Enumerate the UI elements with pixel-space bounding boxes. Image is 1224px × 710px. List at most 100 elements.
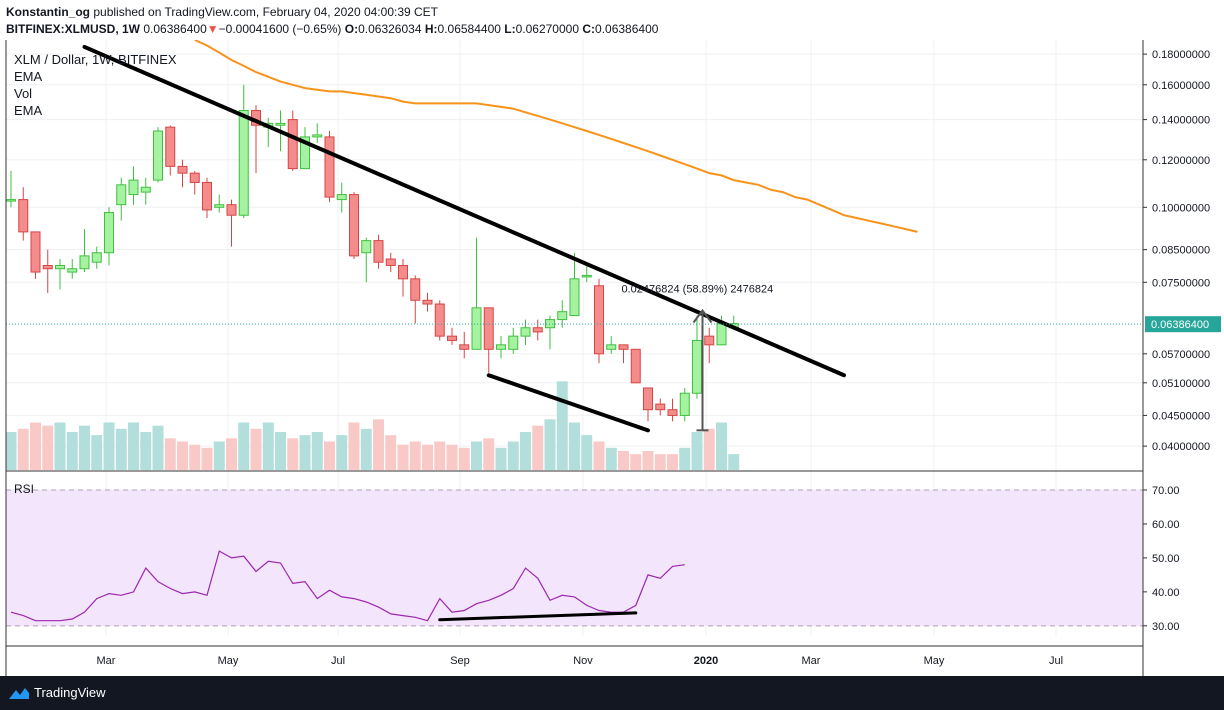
volume-bar — [324, 441, 335, 470]
price-tick-label: 0.04500000 — [1152, 410, 1210, 422]
volume-bar — [495, 447, 507, 470]
high-value: 0.06584400 — [437, 22, 501, 36]
candle-body — [324, 136, 335, 198]
last-price-tag-label: 0.06386400 — [1151, 319, 1209, 331]
price-tick-label: 0.16000000 — [1152, 80, 1210, 92]
candle-body — [410, 278, 421, 301]
volume-bar — [593, 441, 605, 470]
candle-body — [226, 204, 237, 216]
candle-body — [581, 274, 592, 278]
volume-bar — [630, 454, 642, 470]
candle-body — [373, 240, 384, 263]
rsi-support-line — [438, 611, 638, 622]
price-range-measure[interactable]: 0.02476824 (58.89%) 2476824 — [622, 284, 774, 432]
time-tick-label: Mar — [802, 655, 821, 667]
time-tick-label: Mar — [97, 655, 116, 667]
measure-label: 0.02476824 (58.89%) 2476824 — [622, 284, 774, 296]
candle-body — [459, 344, 470, 350]
volume-bar — [581, 435, 593, 470]
volume-bar — [728, 454, 740, 470]
volume-bar — [654, 454, 666, 470]
candle-body — [398, 264, 408, 280]
rsi-trendline[interactable] — [438, 611, 638, 622]
candle-body — [349, 194, 359, 257]
volume-bar — [544, 419, 556, 470]
candle-body — [692, 339, 702, 394]
volume-bar — [336, 435, 348, 470]
candle-body — [91, 252, 102, 263]
candle-body — [287, 119, 298, 170]
chart-area[interactable]: 0.02476824 (58.89%) 2476824 0.18000000 0.… — [0, 39, 1224, 676]
price-axis[interactable]: 0.18000000 0.16000000 0.14000000 0.12000000… — [1143, 49, 1210, 453]
price-change: −0.00041600 (−0.65%) — [218, 22, 342, 36]
volume-bar — [520, 432, 531, 470]
volume-bar — [103, 422, 115, 470]
pane-frame — [5, 40, 1144, 676]
candle-body — [520, 327, 531, 337]
price-tick-label: 0.12000000 — [1152, 155, 1210, 167]
author-name[interactable]: Konstantin_og — [6, 5, 90, 19]
time-axis[interactable]: Mar May Jul Sep Nov 2020 Mar May Jul — [97, 655, 1064, 667]
volume-bar — [409, 441, 421, 470]
time-tick-label: Jul — [331, 655, 345, 667]
candle-body — [104, 212, 114, 254]
legend-vol[interactable]: Vol — [14, 86, 32, 101]
candle-body — [643, 387, 653, 411]
publish-info: Konstantin_og published on TradingView.c… — [6, 5, 438, 19]
volume-bar — [569, 422, 580, 470]
time-tick-label: May — [218, 655, 239, 667]
candle-body — [606, 344, 617, 350]
rsi-tick-label: 50.00 — [1152, 553, 1180, 565]
candles[interactable] — [6, 84, 739, 422]
trendlines[interactable] — [82, 44, 846, 433]
candle-body — [508, 335, 519, 350]
trendline-support — [486, 373, 650, 433]
brand-name[interactable]: TradingView — [34, 685, 106, 700]
rsi-title[interactable]: RSI — [14, 482, 34, 496]
volume-bar — [483, 438, 495, 470]
candle-body — [618, 344, 629, 350]
volume-bar — [128, 422, 139, 470]
candle-body — [483, 307, 494, 350]
volume-bar — [238, 422, 250, 470]
volume-bar — [54, 422, 66, 470]
candle-body — [116, 184, 127, 206]
candle-body — [189, 172, 200, 183]
measure-arrowhead — [692, 308, 713, 324]
price-tick-label: 0.07500000 — [1152, 277, 1210, 289]
volume-bar — [262, 422, 274, 470]
rsi-line — [10, 550, 685, 622]
volume-bar — [360, 428, 372, 470]
price-tick-label: 0.18000000 — [1152, 49, 1210, 61]
candle-body — [704, 335, 715, 346]
candle-body — [361, 240, 372, 254]
volume-bar — [311, 432, 323, 470]
candle-body — [545, 319, 555, 329]
candle-body — [716, 323, 727, 346]
candle-body — [569, 278, 580, 317]
volume-bar — [397, 444, 409, 470]
price-tick-label: 0.05100000 — [1152, 378, 1210, 390]
volume-bar — [17, 428, 29, 470]
legend-ema[interactable]: EMA — [14, 69, 43, 84]
candle-body — [594, 285, 604, 355]
volume-bar — [348, 422, 360, 470]
candle-body — [532, 327, 543, 333]
volume-bar — [42, 425, 54, 470]
tradingview-logo-icon[interactable] — [8, 685, 30, 701]
ema-line — [194, 39, 918, 233]
legend-title: XLM / Dollar, 1W, BITFINEX — [14, 52, 177, 67]
volume-bar — [140, 432, 152, 470]
volume-bar — [605, 447, 617, 470]
chart-svg[interactable]: 0.02476824 (58.89%) 2476824 0.18000000 0.… — [0, 39, 1224, 676]
rsi-tick-label: 40.00 — [1152, 587, 1180, 599]
volume-bar — [642, 451, 654, 470]
volume-bar — [556, 381, 568, 470]
candle-body — [128, 179, 139, 196]
candle-body — [385, 258, 396, 266]
legend-ema-2[interactable]: EMA — [14, 103, 43, 118]
time-tick-label: Sep — [450, 655, 470, 667]
candle-body — [312, 134, 323, 138]
trendline-resistance — [82, 44, 846, 378]
rsi-axis[interactable]: 70.00 60.00 50.00 40.00 30.00 — [1143, 485, 1180, 633]
